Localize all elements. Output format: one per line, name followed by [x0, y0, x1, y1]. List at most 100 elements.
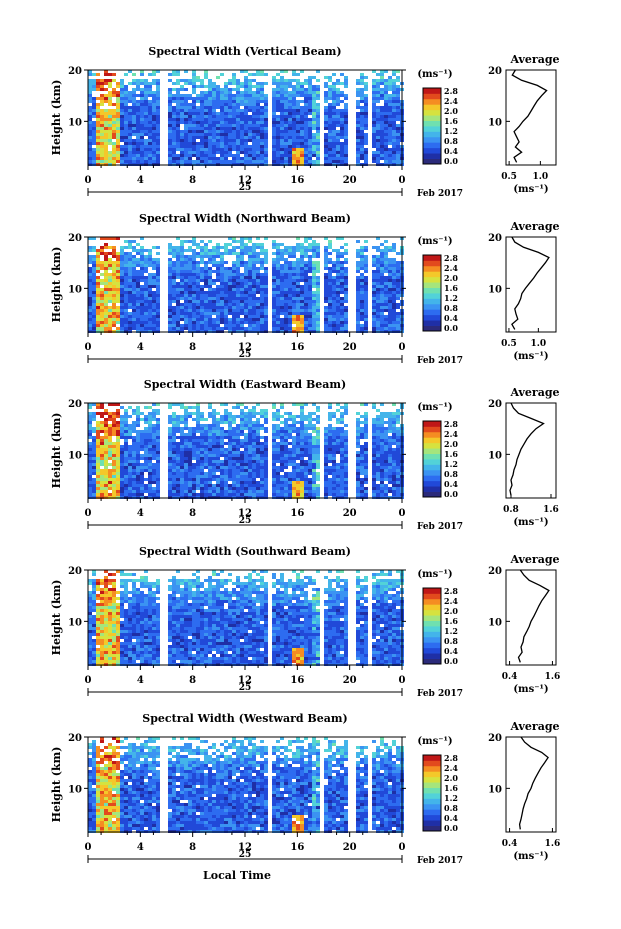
colorbar-segment: [423, 255, 441, 261]
x-tick-label: 4: [137, 675, 144, 686]
y-axis-label: Height (km): [50, 580, 63, 656]
x-tick-label: 0: [399, 175, 406, 186]
x-tick-label: 4: [137, 508, 144, 519]
average-y-tick-label: 10: [488, 617, 502, 628]
colorbar-segment: [423, 448, 441, 454]
average-line: [517, 569, 550, 663]
colorbar-tick-label: 0.0: [444, 489, 458, 499]
average-title: Average: [509, 53, 559, 66]
colorbar-segment: [423, 88, 441, 94]
y-tick-label: 20: [68, 733, 82, 744]
colorbar-segment: [423, 115, 441, 121]
colorbar-segment: [423, 142, 441, 149]
colorbar-tick-label: 1.6: [444, 449, 458, 459]
colorbar-tick-label: 1.6: [444, 283, 458, 293]
colorbar-segment: [423, 309, 441, 316]
day-label: 25: [239, 350, 252, 360]
heatmap-cells: [88, 737, 404, 833]
colorbar-frame: [422, 87, 442, 165]
average-y-tick-label: 10: [488, 784, 502, 795]
y-tick-label: 20: [68, 66, 82, 77]
x-tick-label: 16: [290, 508, 304, 519]
colorbar-segment: [423, 620, 441, 627]
colorbar-segment: [423, 437, 441, 444]
x-tick-label: 12: [238, 675, 252, 686]
colorbar-segment: [423, 787, 441, 794]
colorbar-segment: [423, 126, 441, 132]
panel-title: Spectral Width (Northward Beam): [139, 212, 351, 225]
average-panel: Average 10 20 0.8 1.6 (ms⁻¹): [488, 386, 559, 528]
x-tick-label: 8: [189, 342, 196, 353]
panel-1: Spectral Width (Vertical Beam) 10 20 Height…: [50, 45, 560, 199]
x-tick-label: 8: [189, 175, 196, 186]
colorbar-unit: (ms⁻¹): [417, 736, 452, 747]
average-x-tick-label: 0.5: [501, 172, 517, 182]
x-tick-label: 4: [137, 175, 144, 186]
colorbar: (ms⁻¹) 0.00.40.81.21.62.02.42.8: [417, 69, 458, 166]
colorbar-tick-label: 2.8: [444, 253, 458, 263]
colorbar-segment: [423, 491, 441, 498]
x-tick-label: 0: [85, 508, 92, 519]
x-tick-label: 0: [85, 675, 92, 686]
x-tick-label: 0: [85, 342, 92, 353]
colorbar-tick-label: 2.4: [444, 96, 458, 106]
colorbar-segment: [423, 604, 441, 611]
date-label: Feb 2017: [417, 689, 463, 699]
x-tick-label: 4: [137, 342, 144, 353]
average-title: Average: [509, 720, 559, 733]
average-frame: [505, 569, 557, 666]
y-tick-label: 20: [68, 233, 82, 244]
colorbar-segment: [423, 265, 441, 272]
average-title: Average: [509, 553, 559, 566]
colorbar-tick-label: 0.0: [444, 823, 458, 833]
day-label: 25: [239, 683, 252, 693]
colorbar-segment: [423, 814, 441, 821]
y-tick-label: 10: [68, 450, 82, 461]
colorbar-segment: [423, 260, 441, 267]
colorbar-segment: [423, 820, 441, 826]
x-tick-label: 12: [238, 342, 252, 353]
colorbar-segment: [423, 136, 441, 143]
colorbar-tick-label: 1.2: [444, 459, 458, 469]
y-tick-label: 10: [68, 117, 82, 128]
x-tick-label: 20: [343, 675, 357, 686]
colorbar-segment: [423, 325, 441, 332]
colorbar-tick-label: 0.0: [444, 656, 458, 666]
average-line: [518, 736, 549, 830]
heatmap-cells: [88, 403, 404, 499]
x-tick-label: 16: [290, 175, 304, 186]
colorbar-segment: [423, 598, 441, 605]
x-tick-label: 12: [238, 842, 252, 853]
colorbar-segment: [423, 593, 441, 600]
heatmap-cells: [88, 70, 404, 166]
colorbar-tick-label: 2.0: [444, 273, 458, 283]
colorbar-segment: [423, 803, 441, 810]
average-frame: [505, 402, 557, 499]
day-label: 25: [239, 516, 252, 526]
average-x-label: (ms⁻¹): [513, 351, 548, 362]
colorbar-tick-label: 1.6: [444, 783, 458, 793]
colorbar-segment: [423, 459, 441, 465]
average-x-tick-label: 0.5: [501, 339, 517, 349]
colorbar-unit: (ms⁻¹): [417, 402, 452, 413]
x-tick-label: 0: [85, 842, 92, 853]
colorbar-segment: [423, 765, 441, 772]
colorbar-segment: [423, 464, 441, 471]
average-x-tick-label: 1.6: [545, 839, 561, 849]
colorbar-tick-label: 2.0: [444, 773, 458, 783]
colorbar-tick-label: 2.8: [444, 419, 458, 429]
average-x-tick-label: 0.4: [502, 839, 518, 849]
average-frame: [505, 736, 557, 833]
colorbar-segment: [423, 636, 441, 643]
colorbar-segment: [423, 271, 441, 278]
average-panel: Average 10 20 0.4 1.6 (ms⁻¹): [488, 720, 560, 862]
day-label: 25: [239, 183, 252, 193]
colorbar-segment: [423, 653, 441, 659]
x-tick-label: 20: [343, 842, 357, 853]
x-tick-label: 20: [343, 508, 357, 519]
x-tick-label: 0: [399, 342, 406, 353]
colorbar-segment: [423, 104, 441, 111]
colorbar-segment: [423, 158, 441, 165]
average-title: Average: [509, 220, 559, 233]
